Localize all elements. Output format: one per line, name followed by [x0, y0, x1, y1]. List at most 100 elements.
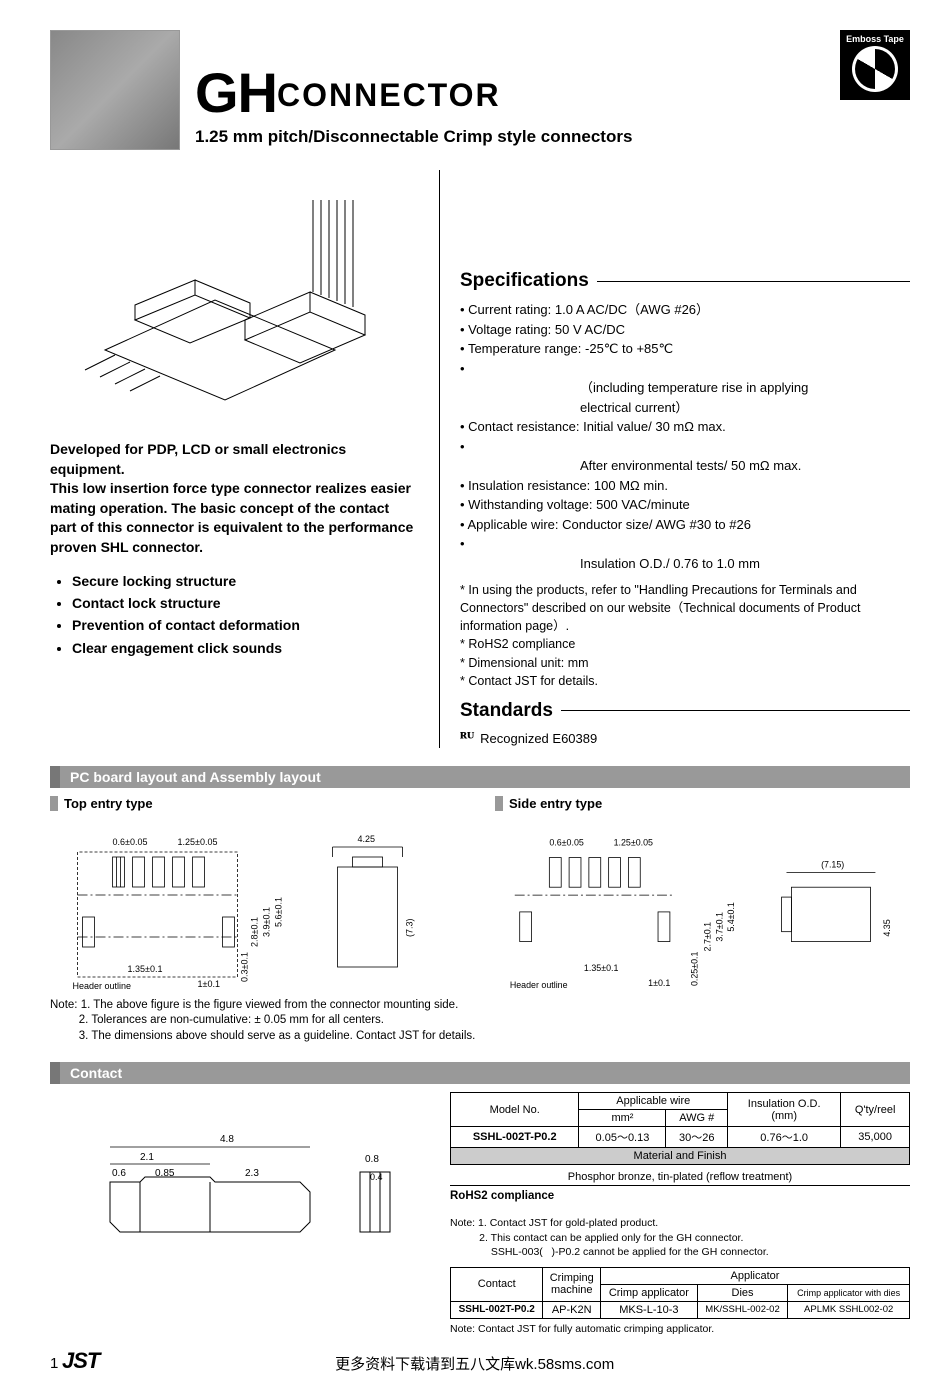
top-entry-title: Top entry type: [50, 796, 465, 811]
spec-sub: （including temperature rise in applying …: [460, 359, 910, 418]
td-model: SSHL-002T-P0.2: [451, 1127, 579, 1148]
svg-text:0.25±0.1: 0.25±0.1: [690, 951, 700, 986]
feature-item: Clear engagement click sounds: [72, 637, 419, 659]
side-entry-diagram: 0.6±0.05 1.25±0.05 1.35±0.1 1±0.1 0.25±0…: [495, 817, 910, 992]
svg-text:2.8±0.1: 2.8±0.1: [250, 917, 260, 947]
svg-text:5.6±0.1: 5.6±0.1: [274, 897, 284, 927]
standards-text: Recognized E60389: [480, 731, 597, 746]
th-qty: Q'ty/reel: [841, 1093, 910, 1127]
contact-diagram-col: 4.8 2.1 0.6 0.85 2.3 0.8 0.4: [50, 1092, 430, 1336]
th-ins: Insulation O.D. (mm): [728, 1093, 841, 1127]
feature-item: Contact lock structure: [72, 592, 419, 614]
svg-text:0.85: 0.85: [155, 1168, 175, 1179]
table-row: SSHL-002T-P0.2 AP-K2N MKS-L-10-3 MK/SSHL…: [451, 1301, 910, 1318]
spec-notes: In using the products, refer to "Handlin…: [460, 581, 910, 690]
svg-text:Header outline: Header outline: [73, 981, 132, 991]
spec-item: Insulation resistance: 100 MΩ min.: [460, 476, 910, 496]
specs-heading: Specifications: [460, 270, 910, 292]
right-column: Specifications Current rating: 1.0 A AC/…: [440, 170, 910, 748]
table-row: Contact Crimping machine Applicator: [451, 1267, 910, 1284]
contact-row: 4.8 2.1 0.6 0.85 2.3 0.8 0.4 Model No. A…: [50, 1092, 910, 1336]
spec-item: Withstanding voltage: 500 VAC/minute: [460, 495, 910, 515]
product-photo: [50, 30, 180, 150]
svg-text:3.7±0.1: 3.7±0.1: [714, 912, 724, 942]
svg-text:3.9±0.1: 3.9±0.1: [262, 907, 272, 937]
svg-text:0.4: 0.4: [370, 1172, 383, 1182]
side-entry-col: Side entry type 0.6±0.05 1.25±0.05 1.: [495, 796, 910, 992]
material-bar: Material and Finish: [450, 1148, 910, 1165]
spec-item: Voltage rating: 50 V AC/DC: [460, 320, 910, 340]
spec-item: Current rating: 1.0 A AC/DC（AWG #26）: [460, 300, 910, 320]
th-model: Model No.: [451, 1093, 579, 1127]
th-awg: AWG #: [666, 1110, 728, 1127]
left-column: Developed for PDP, LCD or small electron…: [50, 170, 440, 748]
layout-row: Top entry type 0.6±0.0: [50, 796, 910, 992]
page-number: 1: [50, 1355, 58, 1372]
th-app: Applicator: [601, 1267, 910, 1284]
footer: 1 JST 更多资料下载请到五八文库wk.58sms.com: [50, 1348, 910, 1374]
td-ins: 0.76～1.0: [728, 1127, 841, 1148]
download-text: 更多资料下载请到五八文库wk.58sms.com: [99, 1353, 850, 1374]
svg-text:1.35±0.1: 1.35±0.1: [128, 964, 163, 974]
rohs-label: RoHS2 compliance: [450, 1190, 910, 1202]
note: Dimensional unit: mm: [460, 654, 910, 672]
svg-text:2.1: 2.1: [140, 1152, 154, 1163]
layout-heading: PC board layout and Assembly layout: [50, 766, 910, 788]
title-block: GHCONNECTOR 1.25 mm pitch/Disconnectable…: [195, 30, 825, 147]
spec-sub: Insulation O.D./ 0.76 to 1.0 mm: [460, 534, 910, 573]
contact-tables-col: Model No. Applicable wire Insulation O.D…: [450, 1092, 910, 1336]
jst-logo: JST: [62, 1348, 99, 1373]
standards-line: ᴿᵁ Recognized E60389: [460, 730, 910, 748]
svg-text:0.6: 0.6: [112, 1168, 126, 1179]
td-machine: AP-K2N: [543, 1301, 601, 1318]
svg-text:1±0.1: 1±0.1: [648, 978, 670, 988]
svg-text:(7.3): (7.3): [405, 918, 415, 937]
svg-text:2.3: 2.3: [245, 1168, 259, 1179]
datasheet-page: GHCONNECTOR 1.25 mm pitch/Disconnectable…: [0, 0, 950, 1394]
svg-text:Header outline: Header outline: [510, 980, 568, 990]
applicator-note: Note: Contact JST for fully automatic cr…: [450, 1322, 910, 1336]
spec-item: Temperature range: -25℃ to +85℃: [460, 339, 910, 359]
material-text: Phosphor bronze, tin-plated (reflow trea…: [450, 1165, 910, 1186]
side-entry-title: Side entry type: [495, 796, 910, 811]
td-cap: MKS-L-10-3: [601, 1301, 698, 1318]
svg-text:1±0.1: 1±0.1: [198, 979, 220, 989]
td-mm2: 0.05～0.13: [579, 1127, 666, 1148]
title-sub: CONNECTOR: [277, 77, 501, 113]
note: In using the products, refer to "Handlin…: [460, 581, 910, 635]
svg-text:2.7±0.1: 2.7±0.1: [702, 922, 712, 952]
svg-text:0.6±0.05: 0.6±0.05: [113, 837, 148, 847]
emboss-label: Emboss Tape: [846, 34, 904, 44]
th-dies: Dies: [697, 1284, 788, 1301]
emboss-tape-badge: Emboss Tape: [840, 30, 910, 100]
top-entry-col: Top entry type 0.6±0.0: [50, 796, 465, 992]
table-row: SSHL-002T-P0.2 0.05～0.13 30～26 0.76～1.0 …: [451, 1127, 910, 1148]
ul-recognized-icon: ᴿᵁ: [460, 730, 474, 748]
product-title: GHCONNECTOR: [195, 60, 825, 125]
td-qty: 35,000: [841, 1127, 910, 1148]
reel-icon: [852, 46, 898, 92]
th-crimp: Crimping machine: [543, 1267, 601, 1301]
svg-text:0.8: 0.8: [365, 1154, 379, 1165]
isometric-diagram: [75, 170, 395, 430]
svg-text:(7.15): (7.15): [821, 859, 844, 869]
note: Contact JST for details.: [460, 672, 910, 690]
td-dies: MK/SSHL-002-02: [697, 1301, 788, 1318]
spec-sub: After environmental tests/ 50 mΩ max.: [460, 437, 910, 476]
svg-text:0.6±0.05: 0.6±0.05: [549, 837, 584, 847]
title-main: GH: [195, 61, 277, 124]
svg-text:4.8: 4.8: [220, 1134, 234, 1145]
subtitle: 1.25 mm pitch/Disconnectable Crimp style…: [195, 127, 825, 147]
spec-item: Contact resistance: Initial value/ 30 mΩ…: [460, 417, 910, 437]
feature-item: Secure locking structure: [72, 570, 419, 592]
top-entry-diagram: 0.6±0.05 1.25±0.05 1.35±0.1 1±0.1 0.3±0.…: [50, 817, 465, 992]
spec-list: Current rating: 1.0 A AC/DC（AWG #26） Vol…: [460, 300, 910, 573]
svg-text:1.25±0.05: 1.25±0.05: [178, 837, 218, 847]
svg-text:4.35: 4.35: [882, 919, 892, 936]
standards-heading: Standards: [460, 700, 910, 722]
upper-columns: Developed for PDP, LCD or small electron…: [50, 170, 910, 748]
contact-heading: Contact: [50, 1062, 910, 1084]
spec-item: Applicable wire: Conductor size/ AWG #30…: [460, 515, 910, 535]
svg-text:5.4±0.1: 5.4±0.1: [726, 902, 736, 932]
feature-list: Secure locking structure Contact lock st…: [50, 570, 419, 660]
